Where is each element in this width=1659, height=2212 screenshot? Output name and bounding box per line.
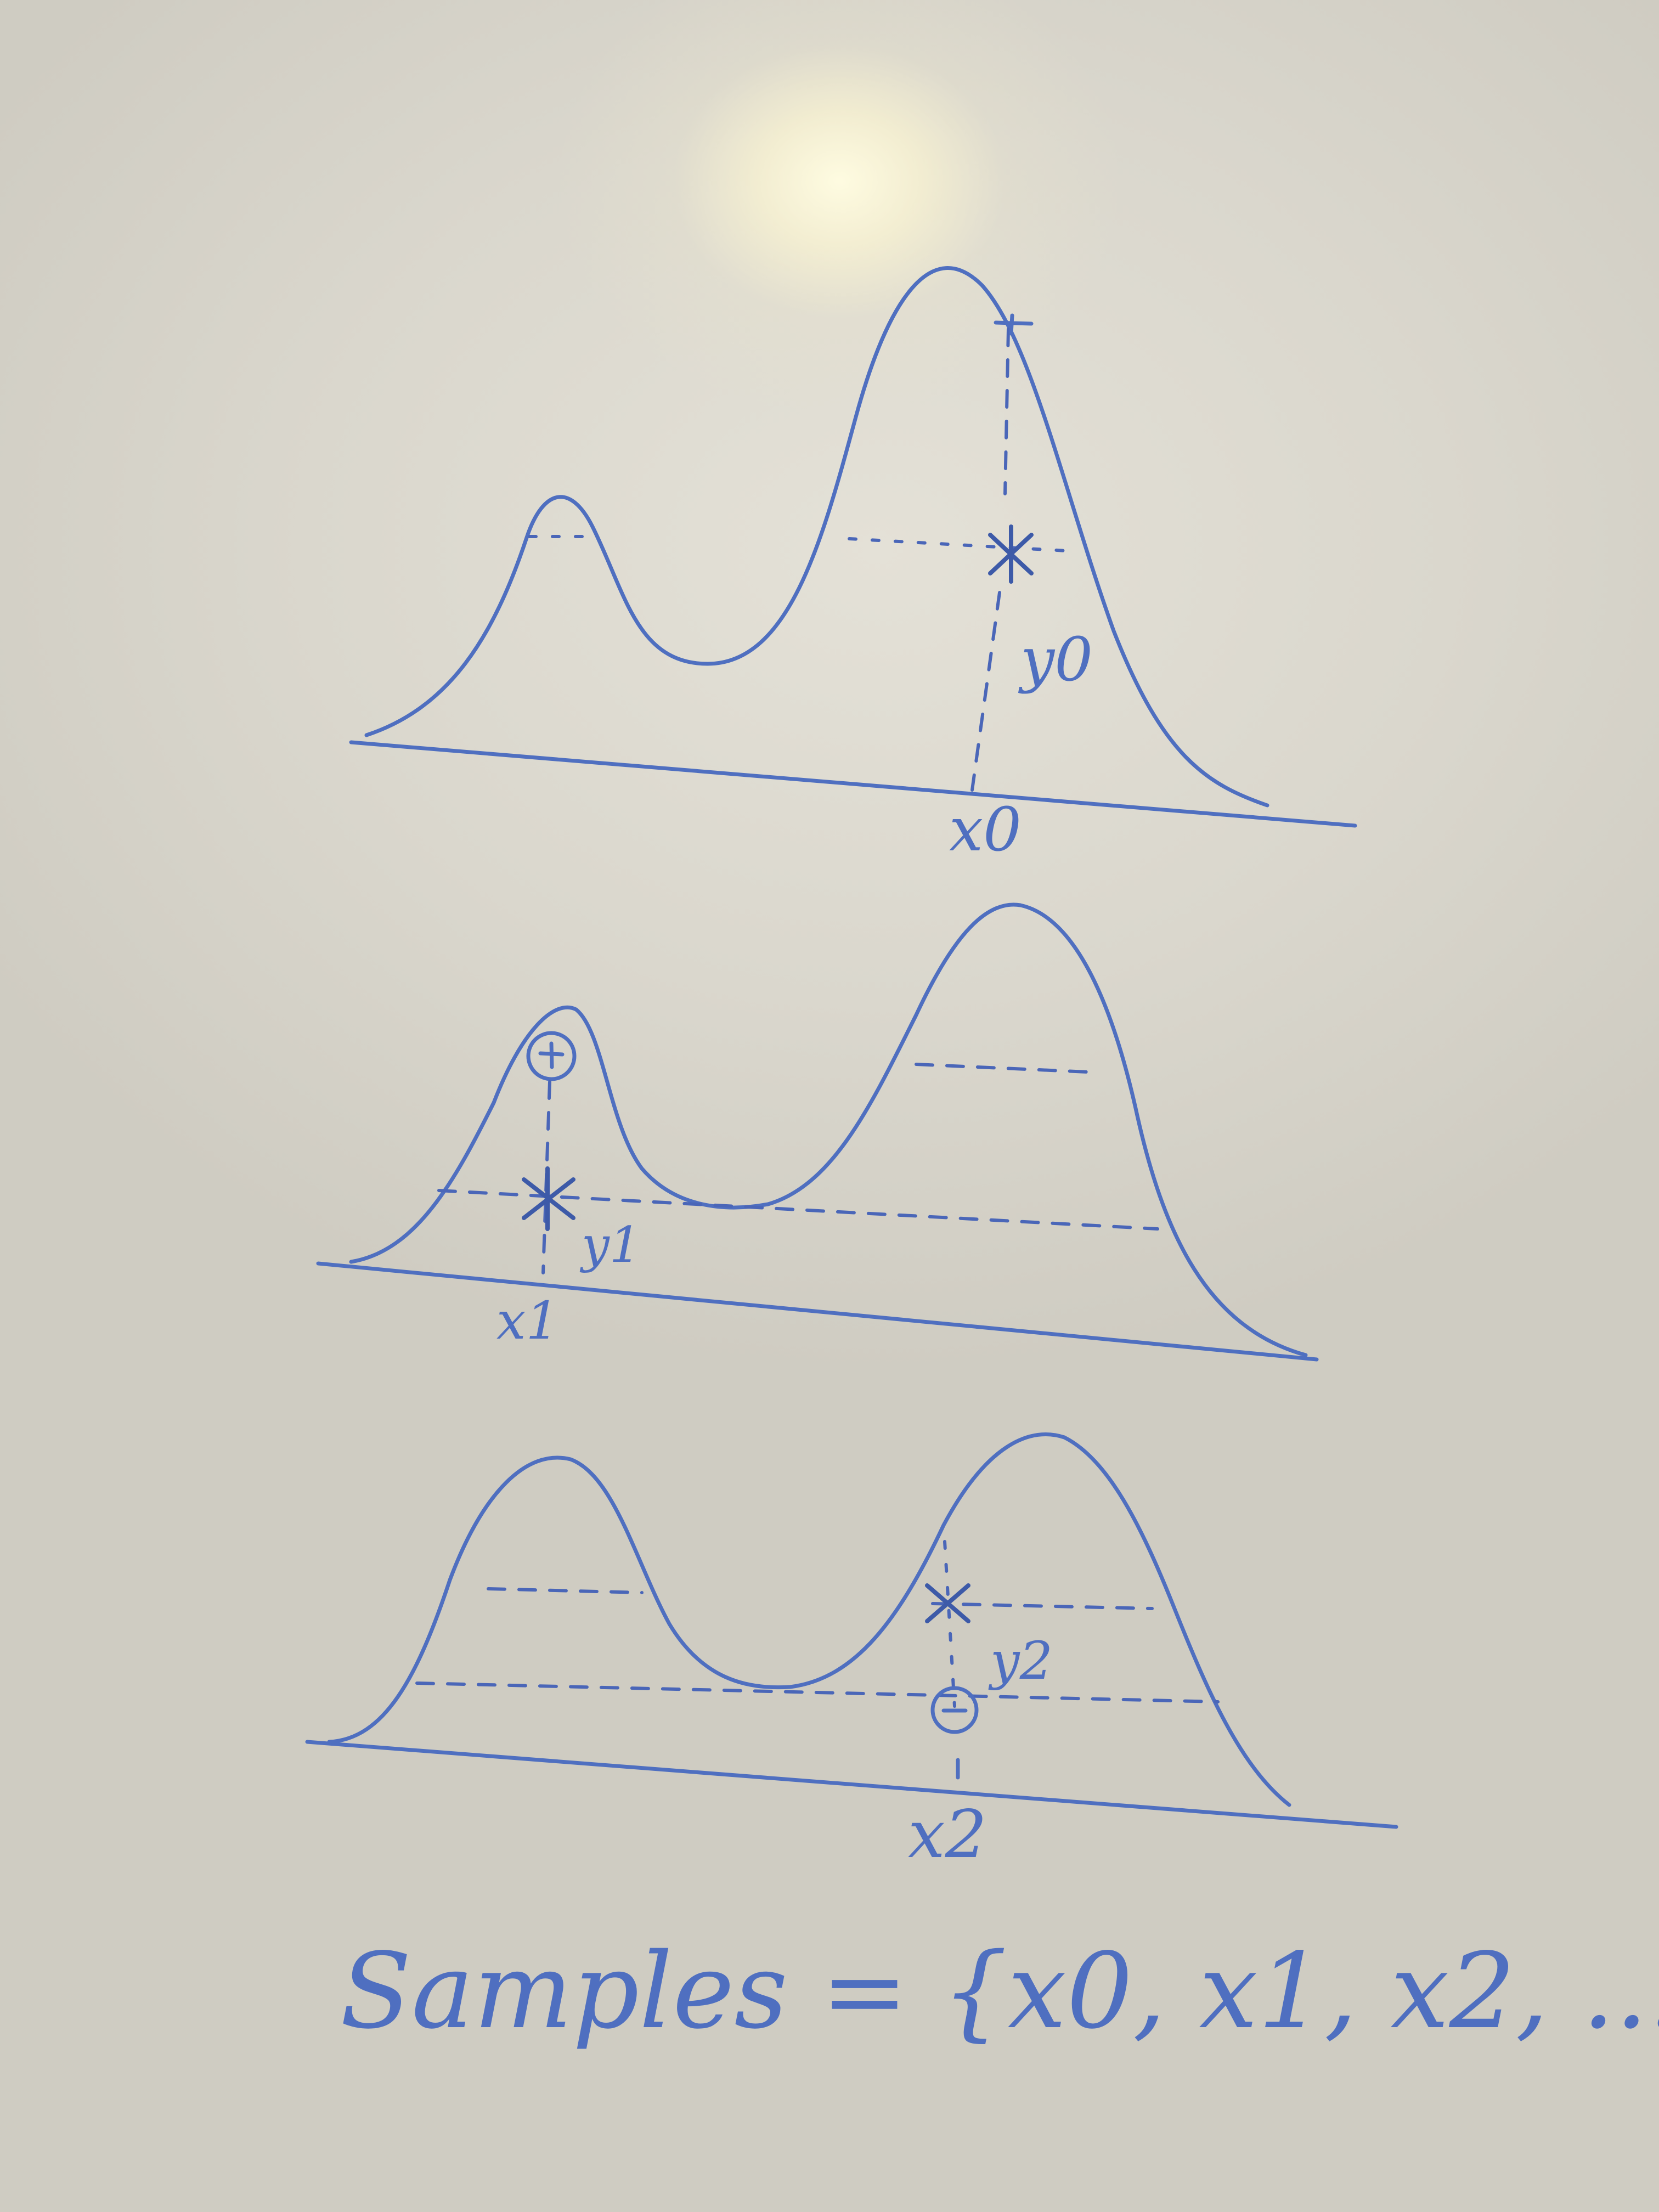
panel-2-horizontal-slice — [437, 1189, 1159, 1231]
panel-3-x-label: x2 — [908, 1797, 987, 1873]
panel-3-vertical — [943, 1540, 956, 1708]
panel-2-current-point-plus — [538, 1041, 565, 1069]
panel-1-sample-cross — [988, 524, 1034, 584]
panel-3-lower-slice — [415, 1681, 1220, 1703]
panel-1-top-vertical — [1003, 328, 1010, 495]
panel-2-current-point-marker — [526, 1031, 577, 1081]
panel-1-x-label: x0 — [949, 794, 1022, 865]
panel-1-horizontal-slice — [848, 537, 1069, 552]
panel-1-y-label: y0 — [1018, 624, 1093, 695]
panel-1-top-tick — [994, 313, 1034, 336]
panel-2-upper-slice — [915, 1063, 1102, 1074]
panel-3: y2 x2 — [305, 1432, 1398, 1873]
panel-2: y1 x1 — [316, 902, 1319, 1362]
panel-3-baseline — [305, 1740, 1398, 1829]
panel-3-density-curve — [327, 1432, 1291, 1807]
panel-3-upper-right-slice — [931, 1602, 1154, 1610]
panel-1: y0 x0 — [349, 266, 1357, 865]
panel-2-baseline — [316, 1261, 1319, 1362]
panel-1-baseline — [349, 740, 1357, 828]
samples-equation: Samples = {x0, x1, x2, ...} — [340, 1931, 1659, 2052]
panel-2-y-label: y1 — [579, 1216, 641, 1274]
panel-3-y-label: y2 — [988, 1631, 1053, 1691]
panel-1-density-curve — [364, 266, 1269, 808]
panel-3-current-point-marker — [930, 1686, 979, 1734]
panel-2-sample-cross — [522, 1166, 575, 1231]
panel-3-sample-cross — [925, 1583, 970, 1623]
panel-2-density-curve — [349, 902, 1308, 1357]
panel-3-upper-left-slice — [487, 1587, 644, 1594]
panel-1-lower-vertical — [970, 591, 1001, 792]
panel-2-x-label: x1 — [496, 1291, 559, 1351]
